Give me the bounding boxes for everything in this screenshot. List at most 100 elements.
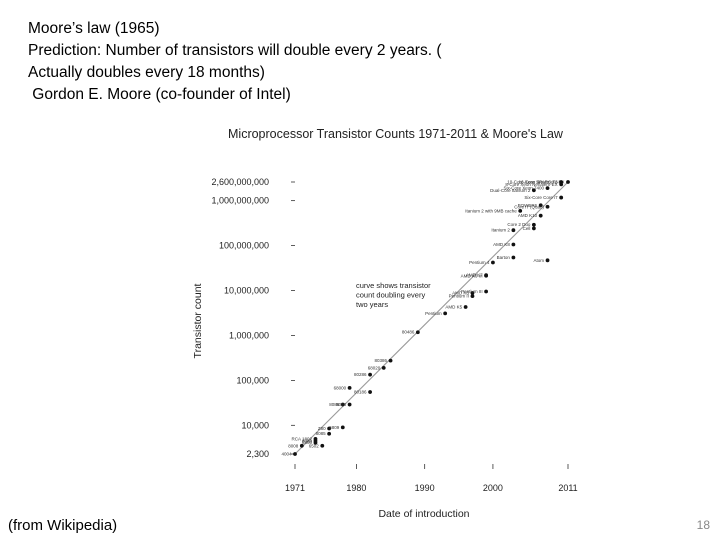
header-line-1: Moore’s law (1965) <box>28 20 160 37</box>
data-point-label: 8088 <box>336 402 347 407</box>
data-point-label: 8085 <box>316 431 327 436</box>
data-point <box>313 436 318 441</box>
data-point-label: Core 2 Duo <box>507 222 531 227</box>
data-point <box>470 291 475 295</box>
data-point-label: Barton <box>497 255 511 260</box>
x-tick-label: 1990 <box>415 483 435 493</box>
x-axis-label: Date of introduction <box>378 508 469 520</box>
data-point-label: Z80 <box>318 426 326 431</box>
data-point-label: Itanium 2 with 9MB cache <box>465 208 517 213</box>
header-line-4: Gordon E. Moore (co-founder of Intel) <box>28 86 291 103</box>
page-number: 18 <box>696 518 710 532</box>
data-point-label: Cell <box>523 226 531 231</box>
data-point-label: 6502 <box>309 443 320 448</box>
data-point-label: Dual-Core Itanium 2 <box>490 188 531 193</box>
data-point <box>443 311 448 316</box>
data-point <box>538 203 543 208</box>
data-point <box>381 365 386 370</box>
data-point-label: 8086 <box>329 402 340 407</box>
y-tick-label: 10,000,000 <box>224 286 269 296</box>
moores-law-chart: Microprocessor Transistor Counts 1971-20… <box>192 127 578 520</box>
data-point <box>511 242 516 247</box>
data-point-label: 68020 <box>368 365 381 370</box>
data-point <box>340 402 345 407</box>
data-point <box>531 222 536 227</box>
data-point-label: Six-Core Core i7 <box>524 195 558 200</box>
data-point <box>415 330 420 335</box>
data-point <box>538 213 543 218</box>
data-point-label: AMD K6 <box>452 291 469 296</box>
data-point <box>463 305 468 309</box>
data-point <box>531 226 536 231</box>
y-tick-label: 10,000 <box>241 420 269 430</box>
data-point-label: 8008 <box>288 443 299 448</box>
data-point <box>491 260 495 265</box>
header-line-3: Actually doubles every 18 months) <box>28 64 265 81</box>
data-point-label: RCA 1802 <box>291 436 312 441</box>
y-tick-label: 2,600,000,000 <box>211 177 269 187</box>
data-point <box>484 289 488 294</box>
x-tick-label: 2000 <box>483 483 503 493</box>
data-point-label: 68000 <box>334 385 347 390</box>
y-tick-label: 1,000,000 <box>229 330 269 340</box>
data-point <box>511 228 516 233</box>
y-axis-label: Transistor count <box>192 283 204 358</box>
data-point-label: 80286 <box>354 372 367 377</box>
data-point <box>531 188 536 193</box>
data-point <box>340 425 345 430</box>
data-point <box>293 452 297 456</box>
data-point <box>347 386 352 390</box>
chart-title: Microprocessor Transistor Counts 1971-20… <box>228 127 564 141</box>
data-point-label: AMD K6-III <box>461 273 483 278</box>
data-point-label: Six-Core Xeon 7400 <box>503 186 544 191</box>
data-point-label: POWER6 <box>518 203 538 208</box>
data-point-label: Pentium III <box>461 289 483 294</box>
data-point-label: 16-Core SPARC T3 <box>519 180 559 185</box>
data-point-label: 10-Core Xeon Westmere-EX <box>507 180 564 185</box>
data-point <box>368 390 372 394</box>
annotation-line: curve shows transistor <box>356 281 431 290</box>
data-point-label: 8-Core Xeon Nehalem-EX <box>505 182 557 187</box>
y-tick-label: 2,300 <box>246 449 269 459</box>
data-point-label: 6809 <box>329 425 340 430</box>
x-tick-label: 1980 <box>346 483 366 493</box>
data-point-label: Pentium 4 <box>469 260 490 265</box>
data-point <box>347 402 352 407</box>
data-point-label: AMD K10 <box>518 213 538 218</box>
trend-line <box>294 181 569 455</box>
data-point-label: 6800 <box>302 440 313 445</box>
moores-law-trend-line <box>294 181 569 455</box>
annotation-line: count doubling every <box>356 291 425 300</box>
header-line-2: Prediction: Number of transistors will d… <box>28 42 442 59</box>
data-point <box>320 443 325 448</box>
data-point-label: Pentium II <box>449 294 469 299</box>
data-point <box>559 195 564 200</box>
data-point <box>545 258 550 263</box>
data-point <box>545 186 550 191</box>
data-point-label: 80186 <box>354 390 367 395</box>
data-point <box>327 426 332 431</box>
data-point <box>327 431 332 436</box>
data-point-label: 8080 <box>302 438 313 443</box>
slide-header: Moore’s law (1965) Prediction: Number of… <box>28 18 442 106</box>
data-point-label: 80386 <box>375 358 388 363</box>
source-citation: (from Wikipedia) <box>8 517 118 534</box>
data-point <box>511 255 516 260</box>
x-tick-label: 2011 <box>558 483 577 493</box>
data-point-label: Core i7 (Quad) <box>514 204 544 209</box>
data-point-label: AMD K8 <box>493 242 510 247</box>
data-point-label: Itanium 2 <box>491 228 510 233</box>
y-tick-label: 1,000,000,000 <box>211 196 269 206</box>
chart-axes: 2,600,000,000 1,000,000,000 100,000,000 10,… <box>211 177 577 493</box>
data-point-label: 80486 <box>402 330 415 335</box>
annotation-line: two years <box>356 300 388 309</box>
data-point-label: Atom <box>534 258 545 263</box>
data-point <box>470 294 475 299</box>
data-point <box>299 443 304 448</box>
data-point-label: 4004 <box>281 452 292 457</box>
y-tick-label: 100,000 <box>236 375 269 385</box>
data-point-label: Pentium <box>425 311 442 316</box>
y-tick-label: 100,000,000 <box>219 241 269 251</box>
